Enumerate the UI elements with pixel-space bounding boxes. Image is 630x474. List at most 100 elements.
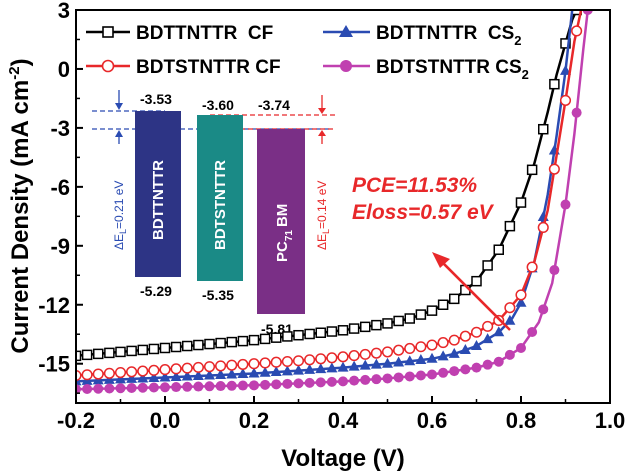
data-point [215, 368, 227, 379]
data-point [404, 355, 416, 366]
data-point [526, 261, 538, 273]
data-point [370, 358, 382, 369]
data-point [382, 373, 393, 384]
data-point [582, 10, 593, 15]
data-point [215, 381, 226, 392]
data-point [527, 327, 538, 338]
data-point [482, 359, 493, 370]
data-point [348, 360, 360, 371]
data-point [115, 383, 126, 394]
data-point [415, 354, 427, 365]
data-point [159, 342, 171, 354]
series-1 [76, 10, 582, 362]
data-point [371, 374, 382, 385]
data-point [515, 289, 527, 301]
data-point [170, 363, 182, 375]
ticks-layer: -0.2 0.0 0.2 0.4 0.6 0.8 1.0 3 0 -3 -6 -9 -12 -15 [38, 0, 625, 433]
data-point [182, 381, 193, 392]
data-point [326, 362, 338, 373]
y-tick-label: -3 [50, 116, 70, 141]
legend: BDTTNTTR CF BDTTNTTR CS2 BDTSTNTTR CF BD… [86, 23, 529, 82]
data-point [237, 335, 249, 347]
y-axis-title: Current Density (mA cm [7, 80, 34, 354]
data-point [204, 369, 215, 380]
data-point [370, 347, 382, 359]
data-point [504, 220, 516, 232]
data-point [515, 197, 527, 208]
data-point [404, 342, 416, 355]
data-point [282, 331, 293, 342]
bar-label-bdttnttr: BDTTNTTR [150, 160, 167, 240]
data-point [548, 163, 560, 175]
data-point [293, 364, 304, 375]
data-point [137, 382, 148, 393]
x-tick-label: 0.4 [328, 408, 359, 433]
data-point [504, 302, 516, 314]
data-point [326, 376, 337, 387]
offset-label-blue-sub: L [118, 229, 128, 234]
offset-label-red-sub: L [321, 229, 331, 234]
data-point [126, 366, 138, 378]
legend-label-3: BDTSTNTTR CF [136, 57, 281, 78]
data-point [192, 361, 204, 373]
data-point [560, 64, 571, 75]
data-point [115, 346, 126, 358]
data-point [371, 319, 382, 331]
annotation-arrow-down [441, 261, 503, 323]
data-point [271, 332, 282, 343]
data-point [81, 349, 93, 361]
data-point [137, 365, 149, 377]
data-point [538, 123, 549, 135]
data-point [249, 380, 259, 391]
legend-label-4: BDTSTNTTR CS [376, 57, 522, 78]
data-point [204, 338, 215, 350]
data-point [537, 221, 549, 234]
data-point [437, 337, 449, 349]
data-point [560, 38, 571, 49]
svg-text:Current Density (mA cm-2): Current Density (mA cm-2) [6, 58, 34, 353]
data-point [159, 364, 171, 376]
data-point [81, 369, 93, 381]
data-point [415, 309, 427, 320]
data-point [226, 336, 237, 348]
data-point [114, 366, 127, 379]
data-point [560, 199, 571, 210]
pce-annotation: PCE=11.53% Eloss=0.57 eV [352, 174, 511, 331]
data-point [460, 364, 471, 375]
data-point [304, 354, 316, 366]
data-point [259, 357, 271, 369]
data-point [126, 383, 137, 394]
data-point [204, 381, 215, 392]
data-point [360, 321, 371, 333]
data-point [126, 345, 137, 357]
legend-label-2: BDTTNTTR CS [376, 23, 514, 44]
data-point [337, 361, 349, 372]
data-point [148, 343, 160, 355]
data-point [76, 384, 81, 395]
x-tick-label: 0.0 [150, 408, 181, 433]
data-point [237, 380, 248, 391]
data-point [270, 366, 282, 377]
data-point [426, 339, 438, 351]
data-point [93, 348, 104, 360]
data-point [393, 372, 404, 383]
offset-label-blue-prefix: ΔE [112, 234, 126, 250]
legend-item-4: BDTSTNTTR CS2 [323, 57, 529, 82]
annotation-pce: PCE=11.53% [352, 174, 477, 197]
data-point [103, 373, 115, 384]
data-point [292, 355, 305, 367]
data-point [471, 340, 482, 351]
data-point [459, 343, 471, 354]
data-point [137, 344, 148, 356]
data-point [226, 380, 237, 391]
offset-label-red-value: =0.14 eV [315, 181, 329, 229]
svg-text:BDTTNTTR CF: BDTTNTTR CF [136, 23, 273, 44]
data-point [304, 363, 316, 374]
homo-value-1: -5.29 [140, 283, 172, 299]
data-point [504, 349, 515, 360]
data-point [504, 314, 516, 325]
data-point [315, 353, 327, 365]
data-point [148, 382, 159, 393]
svg-text:BDTSTNTTR CS2: BDTSTNTTR CS2 [376, 57, 529, 82]
energy-level-inset: BDTTNTTR BDTSTNTTR PC71 BM -3.53 -3.60 -3… [92, 90, 335, 337]
